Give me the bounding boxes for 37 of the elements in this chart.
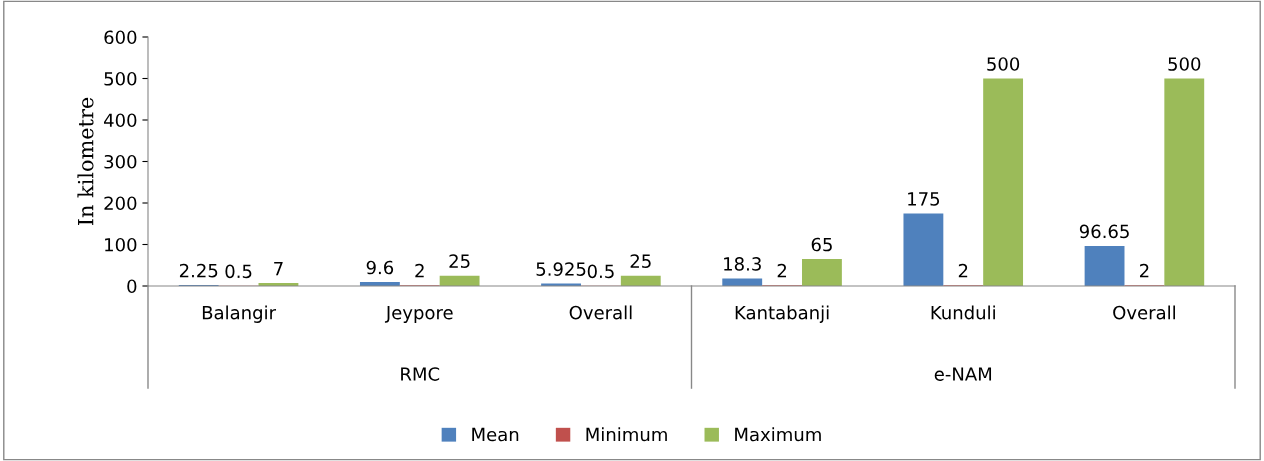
data-label: 7	[274, 262, 283, 276]
y-tick-label: 600	[104, 30, 137, 45]
text: RMC	[401, 367, 440, 381]
y-tick-label: 500	[104, 71, 137, 86]
text: e-NAM	[934, 367, 992, 381]
y-tick-label: 200	[104, 196, 137, 211]
data-label: 2	[958, 263, 968, 278]
data-label: 2.25	[179, 263, 218, 278]
y-tick-label: 0	[127, 279, 137, 294]
legend-label: Maximum	[735, 427, 821, 442]
x-tick-label: Overall	[1113, 305, 1175, 320]
data-label: 0.5	[225, 264, 252, 279]
data-label: 5.925	[536, 262, 586, 276]
y-axis-title: In kilometre	[77, 97, 94, 226]
data-label: 175	[908, 192, 940, 206]
data-label: 0.5	[587, 264, 614, 279]
data-label: 25	[449, 254, 470, 268]
legend-label: Mean	[472, 427, 519, 442]
y-tick-label: 300	[104, 154, 137, 169]
data-label: 9.6	[366, 260, 394, 275]
y-tick-label: 400	[104, 113, 137, 128]
data-label: 25	[630, 254, 651, 268]
x-tick-label: Kunduli	[931, 305, 995, 320]
y-tick-label: 100	[105, 237, 137, 252]
data-label: 2	[1140, 263, 1149, 278]
data-label: 96.65	[1079, 224, 1129, 239]
x-tick-label: Balangir	[202, 305, 277, 323]
x-tick-label: Overall	[569, 305, 632, 320]
data-label: 500	[987, 57, 1020, 71]
data-label: 2	[777, 263, 787, 278]
legend-label: Minimum	[586, 427, 667, 442]
data-label: 18.3	[724, 257, 761, 271]
data-label: 65	[811, 237, 832, 252]
x-tick-label: Kantabanji	[735, 305, 829, 323]
data-label: 2	[415, 263, 424, 278]
x-tick-label: Jeypore	[384, 306, 453, 323]
data-label: 500	[1168, 57, 1201, 71]
